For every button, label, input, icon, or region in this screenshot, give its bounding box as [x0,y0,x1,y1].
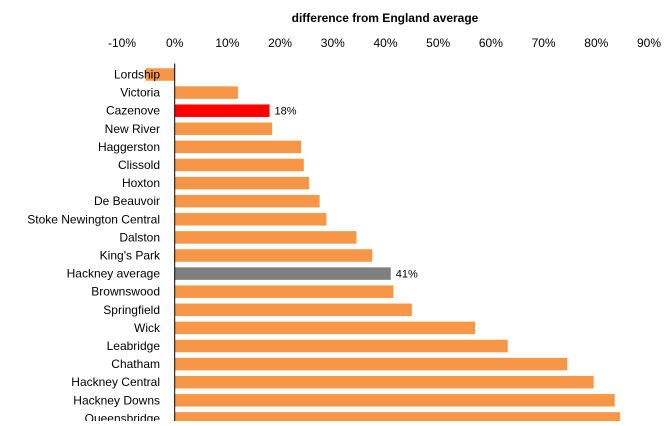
category-label-springfield: Springfield [103,303,160,317]
bar-victoria [174,86,238,99]
category-labels: Lordship Victoria Cazenove New River Haggers… [27,68,161,426]
category-label-brownswood: Brownswood [91,285,160,299]
x-tick-label: 0% [166,36,184,50]
category-label-clissold: Clissold [118,158,160,172]
bar-stoke-newington-central [174,213,327,226]
x-axis-ticks: -10% 0% 10% 20% 30% 40% 50% 60% 70% 80% 90% [108,36,661,50]
bar-hoxton [174,176,310,190]
bar-de-beauvoir [174,194,320,208]
bar-king-s-park [174,249,373,262]
category-label-haggerston: Haggerston [98,140,160,154]
bar-haggerston [174,140,302,154]
chart-title: difference from England average [292,11,479,25]
category-label-hackney-downs: Hackney Downs [73,393,160,407]
category-label-victoria: Victoria [120,86,160,100]
bar-wick [174,321,476,335]
x-tick-label: 50% [426,36,450,50]
category-label-chatham: Chatham [111,357,160,371]
category-label-stoke-newington-central: Stoke Newington Central [27,212,160,226]
bar-queensbridge [174,412,621,425]
category-label-lordship: Lordship [114,68,160,82]
bar-springfield [174,303,412,317]
category-label-dalston: Dalston [119,230,160,244]
bar-clissold [174,158,304,172]
data-label-hackney-average: 41% [396,269,418,281]
bar-chatham [174,357,568,371]
category-label-hackney-average: Hackney average [67,267,161,281]
category-label-king-s-park: King's Park [100,249,161,263]
bar-leabridge [174,339,508,353]
bar-lordship [145,68,175,81]
category-label-hackney-central: Hackney Central [71,375,160,389]
x-tick-label: 80% [584,36,608,50]
x-tick-label: 30% [321,36,345,50]
category-label-queensbridge: Queensbridge [85,411,161,421]
bar-hackney-average [174,267,391,280]
bar-brownswood [174,285,394,298]
x-tick-label: 10% [215,36,239,50]
bar-cazenove [174,104,270,117]
bars-group [145,68,621,425]
x-tick-label: 90% [637,36,661,50]
x-tick-label: -10% [108,36,136,50]
x-tick-label: 60% [479,36,503,50]
bar-hackney-downs [174,394,615,407]
x-tick-label: 70% [532,36,556,50]
bar-dalston [174,231,357,244]
category-label-hoxton: Hoxton [122,176,160,190]
bar-new-river [174,122,273,136]
category-label-de-beauvoir: De Beauvoir [94,194,160,208]
data-label-cazenove: 18% [275,106,297,118]
data-labels: 18% 41% [275,106,418,281]
bar-hackney-central [174,375,594,389]
category-label-new-river: New River [105,122,160,136]
category-label-leabridge: Leabridge [107,339,161,353]
category-label-cazenove: Cazenove [106,104,160,118]
x-tick-label: 20% [268,36,292,50]
x-tick-label: 40% [373,36,397,50]
category-label-wick: Wick [134,321,161,335]
